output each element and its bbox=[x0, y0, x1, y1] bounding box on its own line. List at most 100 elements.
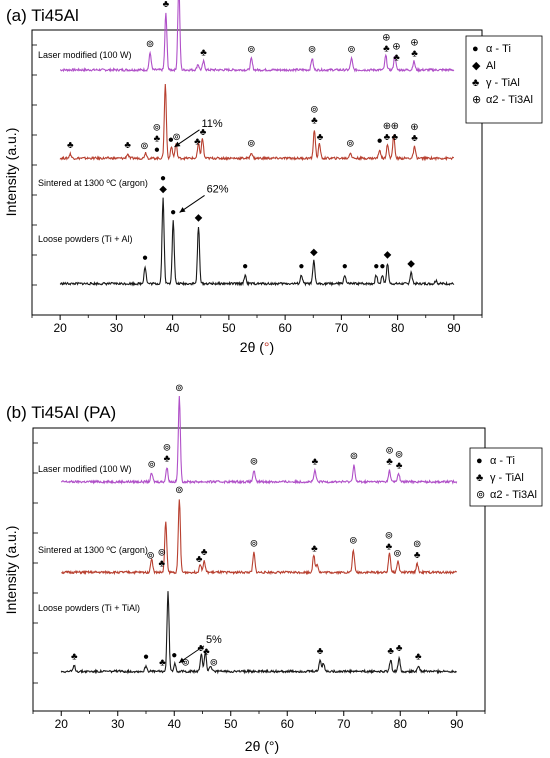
x-tick-label: 90 bbox=[450, 717, 464, 731]
phase-marker: ♣ bbox=[411, 133, 418, 144]
phase-marker: ⊚ bbox=[172, 132, 180, 143]
legend-label: α - Ti bbox=[490, 455, 515, 467]
legend-label: γ - TiAl bbox=[490, 472, 524, 484]
panel-b-legend: ● α - Ti ♣ γ - TiAl ⊚ α2 - Ti3Al bbox=[469, 447, 543, 507]
phase-marker: ⊚ bbox=[347, 45, 355, 56]
series-line-sintered bbox=[61, 499, 458, 576]
phase-marker: ◆ bbox=[407, 258, 415, 269]
panel-a-legend-box bbox=[465, 35, 543, 124]
phase-marker: ⊚ bbox=[181, 657, 189, 668]
phase-marker: ⊚ bbox=[210, 657, 218, 668]
legend-symbol: ⊕ bbox=[472, 94, 481, 106]
phase-marker: ♣ bbox=[392, 132, 399, 143]
phase-marker: ● bbox=[142, 253, 148, 264]
phase-marker: ⊚ bbox=[146, 39, 154, 50]
phase-marker: ⊕ bbox=[410, 122, 418, 133]
phase-marker: ♣ bbox=[386, 456, 393, 467]
panel-a-series: Laser modified (100 W)⊚♣⊚⊚♣⊚⊚⊚♣⊕♣⊕♣⊕Sint… bbox=[38, 0, 455, 287]
phase-marker: ♣ bbox=[383, 44, 390, 55]
phase-marker: ♣ bbox=[154, 133, 161, 144]
phase-marker: ⊚ bbox=[310, 105, 318, 116]
phase-marker: ⊚ bbox=[250, 456, 258, 467]
panel-a-yticks bbox=[32, 44, 37, 286]
phase-marker: ⊚ bbox=[350, 451, 358, 462]
phase-marker: ◆ bbox=[195, 213, 203, 224]
phase-marker: ♣ bbox=[159, 657, 166, 668]
series-label: Laser modified (100 W) bbox=[38, 464, 132, 474]
panel-b-xlabel: 2θ (°) bbox=[245, 738, 279, 754]
x-tick-label: 60 bbox=[278, 321, 292, 335]
x-tick-label: 80 bbox=[391, 321, 405, 335]
x-tick-label: 40 bbox=[168, 717, 182, 731]
phase-marker: ⊚ bbox=[163, 443, 171, 454]
phase-marker: ⊚ bbox=[385, 445, 393, 456]
series-label: Sintered at 1300 ºC (argon) bbox=[38, 178, 148, 188]
phase-marker: ♣ bbox=[164, 454, 171, 465]
phase-marker: ⊚ bbox=[175, 485, 183, 496]
phase-marker: ⊚ bbox=[158, 547, 166, 558]
phase-marker: ⊚ bbox=[140, 141, 148, 152]
annotation-arrow-head bbox=[178, 657, 185, 663]
legend-symbol: ● bbox=[472, 43, 479, 55]
phase-marker: ⊚ bbox=[308, 45, 316, 56]
phase-marker: ♣ bbox=[311, 116, 318, 127]
phase-marker: ⊚ bbox=[147, 459, 155, 470]
phase-marker: ⊚ bbox=[247, 139, 255, 150]
phase-marker: ♣ bbox=[200, 47, 207, 58]
legend-symbol: ♣ bbox=[476, 472, 483, 484]
phase-marker: ⊚ bbox=[346, 139, 354, 150]
phase-marker: ♣ bbox=[311, 544, 318, 555]
x-tick-label: 30 bbox=[111, 717, 125, 731]
panel-a-ylabel: Intensity (a.u.) bbox=[3, 128, 19, 217]
phase-marker: ● bbox=[377, 136, 383, 147]
phase-marker: ⊚ bbox=[413, 539, 421, 550]
series-label: Sintered at 1300 ºC (argon) bbox=[38, 545, 148, 555]
phase-marker: ♣ bbox=[387, 646, 394, 657]
phase-marker: ● bbox=[379, 261, 385, 272]
panel-b-ylabel: Intensity (a.u.) bbox=[3, 526, 19, 615]
phase-marker: ⊚ bbox=[146, 551, 154, 562]
phase-marker: ⊚ bbox=[247, 45, 255, 56]
series-line-laser bbox=[60, 0, 455, 73]
legend-label: α - Ti bbox=[486, 43, 511, 55]
phase-marker: ⊚ bbox=[393, 549, 401, 560]
x-tick-label: 40 bbox=[166, 321, 180, 335]
phase-marker: ● bbox=[154, 144, 160, 155]
percentage-annotation: 11% bbox=[202, 118, 223, 130]
panel-a-plot-frame bbox=[31, 29, 483, 316]
panel-a-title: (a) Ti45Al bbox=[6, 6, 79, 25]
phase-marker: ♣ bbox=[203, 647, 210, 658]
annotation-arrow-head bbox=[179, 207, 186, 213]
x-tick-label: 50 bbox=[224, 717, 238, 731]
panel-b-yticks bbox=[33, 442, 38, 684]
x-tick-label: 20 bbox=[55, 717, 69, 731]
phase-marker: ◆ bbox=[384, 250, 392, 261]
phase-marker: ♣ bbox=[124, 140, 131, 151]
series-line-sintered bbox=[59, 83, 454, 162]
x-tick-label: 90 bbox=[447, 321, 461, 335]
panel-b-series: Laser modified (100 W) ⊚♣⊚⊚⊚ ♣⊚♣⊚♣⊚Sintere… bbox=[38, 383, 458, 675]
phase-marker: ♣ bbox=[414, 550, 421, 561]
percentage-annotation: 62% bbox=[207, 183, 229, 195]
x-tick-label: 70 bbox=[337, 717, 351, 731]
phase-marker: ♣ bbox=[67, 140, 74, 151]
phase-marker: ● bbox=[373, 261, 379, 272]
phase-marker: ● bbox=[342, 261, 348, 272]
phase-marker: ♣ bbox=[317, 132, 324, 143]
phase-marker: ⊚ bbox=[153, 122, 161, 133]
phase-marker: ♣ bbox=[415, 652, 422, 663]
phase-marker: ♣ bbox=[163, 0, 170, 10]
phase-marker: ♣ bbox=[201, 547, 208, 558]
phase-marker: ● bbox=[168, 134, 174, 145]
phase-marker: ♣ bbox=[196, 554, 203, 565]
phase-marker: ♣ bbox=[200, 127, 207, 138]
phase-marker: ♣ bbox=[393, 52, 400, 63]
panel-a-legend: ● α - Ti ◆ Al ♣ γ - TiAl ⊕ α2 - Ti3Al bbox=[465, 35, 543, 124]
phase-marker: ♣ bbox=[312, 456, 319, 467]
legend-symbol: ◆ bbox=[472, 60, 481, 72]
x-tick-label: 80 bbox=[394, 717, 408, 731]
panel-a-xlabel: 2θ (°) bbox=[240, 339, 274, 355]
legend-label: α2 - Ti3Al bbox=[490, 489, 537, 501]
phase-marker: ● bbox=[171, 650, 177, 661]
